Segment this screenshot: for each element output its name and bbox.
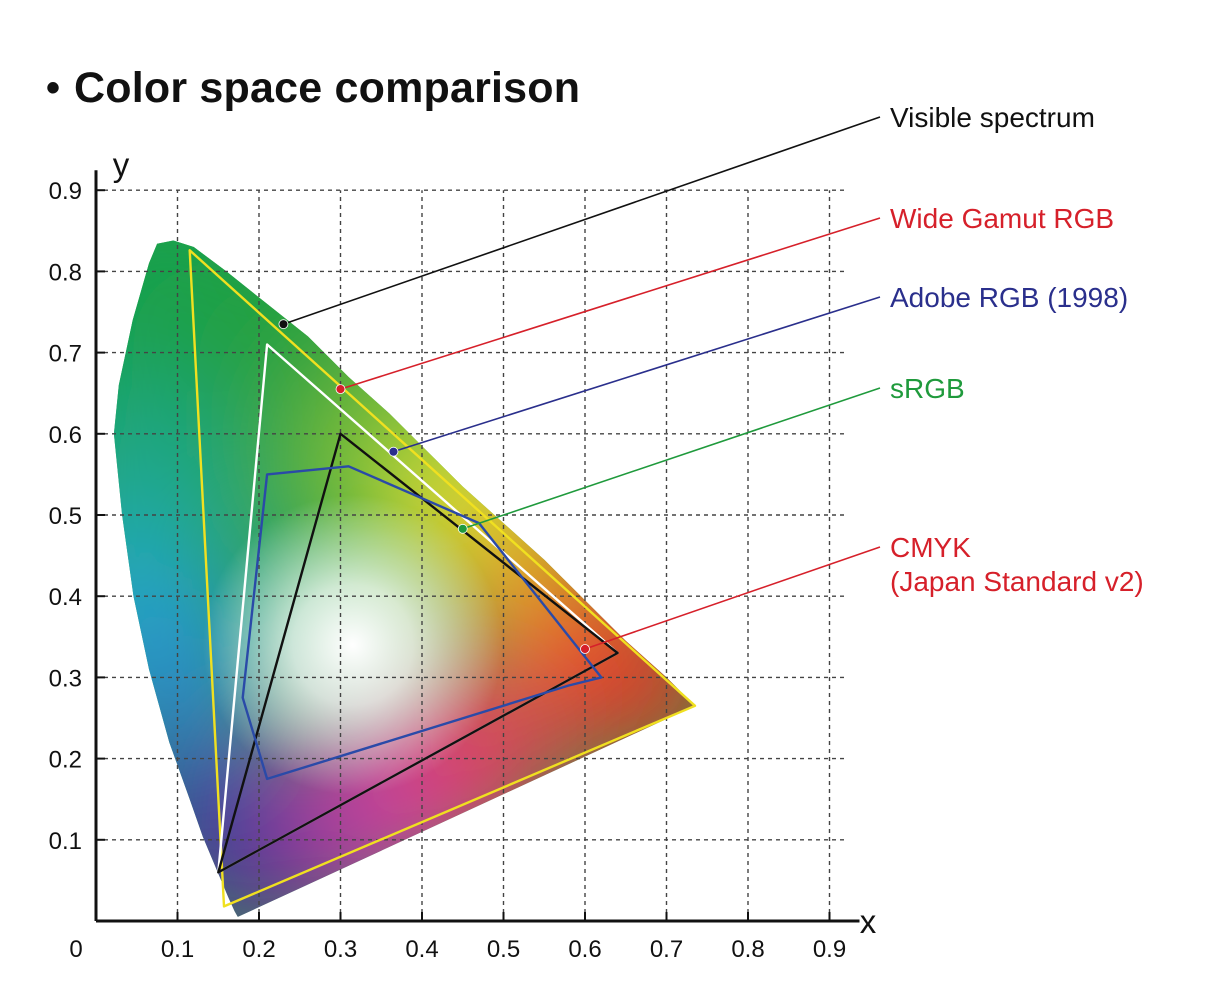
leader-line-4 [584,546,881,650]
x-tick-label-8: 0.8 [731,936,764,963]
leader-line-1 [340,217,881,390]
y-tick-label-8: 0.8 [49,259,82,286]
legend-label-0: Visible spectrum [890,102,1095,133]
gamut-polygon-4 [241,465,603,781]
title-text: Color space comparison [74,63,581,112]
leader-marker-2 [388,446,399,457]
gamut-polygons [188,249,697,908]
x-tick-label-4: 0.4 [405,936,438,963]
legend-label-4-line2: (Japan Standard v2) [890,566,1144,597]
leader-line-3 [462,387,881,530]
x-axis-label: x [860,903,877,940]
leader-line-2 [393,296,881,453]
y-tick-label-4: 0.4 [49,584,82,611]
leader-marker-3 [457,523,468,534]
legend-label-1: Wide Gamut RGB [890,203,1114,234]
x-tick-label-9: 0.9 [813,936,846,963]
x-tick-label-5: 0.5 [487,936,520,963]
leader-line-0 [283,116,881,325]
y-tick-label-9: 0.9 [49,178,82,205]
white-point-glow [202,494,503,795]
title-bullet: • [46,66,61,110]
y-tick-label-6: 0.6 [49,422,82,449]
y-tick-label-1: 0.1 [49,828,82,855]
x-tick-label-6: 0.6 [568,936,601,963]
chart-title: • Color space comparison [46,58,580,118]
y-tick-label-5: 0.5 [49,503,82,530]
gamut-polygon-1 [188,249,697,908]
legend-label-4: CMYK [890,532,971,563]
x-tick-label-2: 0.2 [242,936,275,963]
gamut-polygon-3 [217,432,619,874]
leader-lines [278,116,881,654]
axes [94,170,860,923]
leader-marker-4 [580,644,590,654]
legend-label-2: Adobe RGB (1998) [890,282,1128,313]
legend: Visible spectrum Wide Gamut RGB Adobe RGB … [890,102,1144,597]
y-tick-label-7: 0.7 [49,341,82,368]
tick-labels: 0 0.1 0.2 0.3 0.4 0.5 0.6 0.7 0.8 0.9 0.1 0.2 0.3 0.4… [49,146,877,963]
leader-marker-1 [335,384,346,395]
x-tick-label-1: 0.1 [161,936,194,963]
leader-marker-0 [278,319,289,330]
x-tick-label-3: 0.3 [324,936,357,963]
y-axis-label: y [113,146,130,183]
color-blob-13 [113,384,227,548]
legend-label-3: sRGB [890,373,965,404]
x-tick-label-7: 0.7 [650,936,683,963]
x-tick-label-0: 0 [69,936,82,963]
y-tick-label-2: 0.2 [49,747,82,774]
y-tick-label-3: 0.3 [49,665,82,692]
